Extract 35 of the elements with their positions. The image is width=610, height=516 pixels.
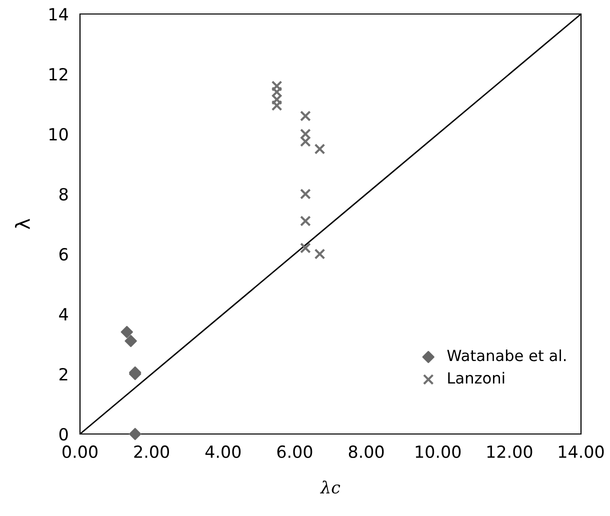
y-tick-label: 6 — [59, 248, 68, 261]
y-tick-label: 10 — [50, 128, 68, 141]
legend-label: Lanzoni — [448, 372, 504, 384]
x-tick-label: 6.00 — [277, 445, 312, 458]
legend-label: Watanabe et al. — [447, 349, 566, 362]
point — [300, 128, 311, 140]
x-tick-label: 2.00 — [134, 445, 170, 458]
point — [271, 94, 282, 105]
y-tick-label: 12 — [50, 68, 68, 80]
point — [300, 216, 311, 226]
point — [314, 144, 326, 154]
y-axis-title: λ — [14, 218, 30, 230]
x-tick-label: 10.00 — [416, 445, 461, 458]
point — [120, 326, 133, 338]
point — [300, 242, 311, 254]
x-axis-title: λc — [320, 480, 340, 494]
point — [271, 100, 282, 111]
point — [314, 248, 326, 260]
point — [271, 80, 282, 92]
point — [300, 110, 311, 122]
x-tick-label: 0.00 — [62, 445, 98, 458]
point — [271, 86, 282, 98]
y-tick-label: 14 — [50, 8, 68, 20]
x-tick-label: 8.00 — [348, 445, 384, 458]
point — [300, 188, 311, 200]
y-tick-label: 0 — [59, 428, 68, 441]
y-tick-label: 8 — [59, 188, 68, 201]
x-tick-label: 12.00 — [487, 445, 532, 458]
point — [124, 334, 137, 348]
x-tick-label: 14.00 — [558, 445, 604, 458]
point — [129, 428, 142, 440]
y-tick-label: 4 — [59, 308, 68, 320]
x-tick-label: 4.00 — [205, 445, 241, 458]
point — [300, 136, 311, 147]
y-tick-label: 2 — [60, 368, 68, 380]
